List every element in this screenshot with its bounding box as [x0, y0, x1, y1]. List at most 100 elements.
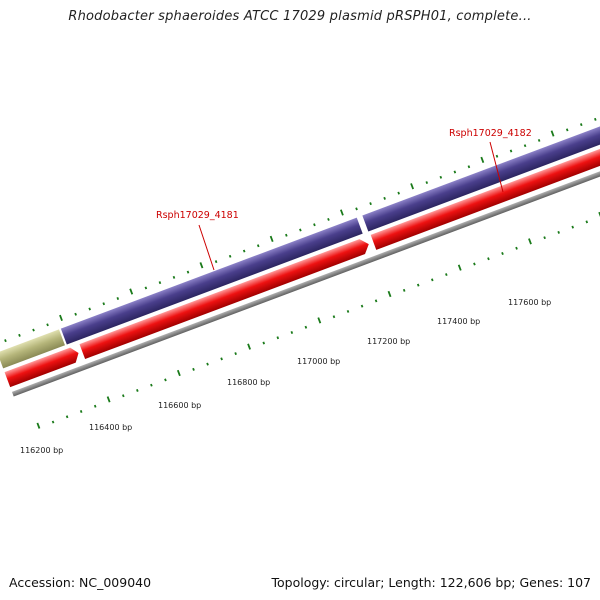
bp-label: 117200 bp	[367, 337, 410, 346]
minor-tick	[543, 236, 546, 240]
minor-tick	[285, 233, 288, 237]
minor-tick	[383, 196, 386, 200]
major-tick	[598, 211, 600, 219]
minor-tick	[150, 383, 153, 387]
minor-tick	[304, 325, 308, 329]
major-tick	[387, 290, 392, 298]
minor-tick	[122, 394, 125, 398]
gene-olive	[0, 329, 65, 369]
minor-tick	[537, 138, 541, 142]
major-tick	[410, 183, 415, 190]
minor-tick	[214, 260, 218, 264]
map-title: Rhodobacter sphaeroides ATCC 17029 plasm…	[68, 9, 532, 24]
minor-tick	[164, 378, 167, 382]
minor-tick	[501, 252, 504, 255]
major-tick	[129, 288, 134, 295]
minor-tick	[467, 165, 471, 169]
minor-tick	[515, 246, 518, 250]
major-tick	[269, 235, 274, 243]
gene-rsph17029-4182[interactable]	[362, 120, 600, 232]
gene-label-rsph17029-4181[interactable]: Rsph17029_4181	[156, 210, 239, 221]
major-tick	[317, 317, 322, 324]
bp-label: 116800 bp	[227, 378, 270, 387]
major-tick	[339, 209, 344, 216]
minor-tick	[509, 149, 513, 153]
backbone	[11, 160, 600, 397]
major-tick	[247, 343, 251, 350]
minor-tick	[206, 362, 209, 366]
minor-tick	[79, 410, 83, 414]
minor-tick	[102, 302, 106, 306]
genome-summary-text: Topology: circular; Length: 122,606 bp; …	[271, 575, 592, 590]
minor-tick	[346, 309, 350, 313]
minor-tick	[327, 217, 330, 221]
major-tick	[550, 130, 555, 137]
bp-label: 116600 bp	[158, 401, 201, 410]
minor-tick	[172, 275, 176, 279]
minor-tick	[242, 249, 246, 253]
minor-tick	[220, 357, 223, 361]
major-tick	[36, 422, 41, 429]
major-tick	[59, 314, 63, 322]
inner-ticks	[36, 211, 600, 429]
bp-label: 117000 bp	[297, 357, 340, 366]
bp-label: 117600 bp	[508, 298, 551, 307]
minor-tick	[158, 281, 162, 285]
minor-tick	[445, 273, 448, 277]
minor-tick	[495, 154, 499, 158]
minor-tick	[487, 257, 490, 261]
minor-tick	[473, 262, 476, 266]
minor-tick	[65, 415, 69, 419]
minor-tick	[313, 223, 316, 227]
minor-tick	[51, 420, 55, 424]
gene-red-middle	[79, 239, 369, 360]
minor-tick	[430, 278, 434, 282]
minor-tick	[332, 315, 336, 319]
minor-tick	[523, 144, 527, 148]
minor-tick	[360, 304, 364, 308]
minor-tick	[571, 225, 575, 229]
minor-tick	[374, 299, 378, 303]
minor-tick	[256, 244, 260, 248]
major-tick	[106, 396, 111, 403]
minor-tick	[74, 312, 77, 316]
bp-label: 117400 bp	[437, 317, 480, 326]
minor-tick	[186, 270, 190, 274]
minor-tick	[18, 333, 21, 337]
major-tick	[199, 262, 204, 269]
minor-tick	[192, 367, 195, 371]
minor-tick	[402, 288, 406, 292]
minor-tick	[4, 339, 7, 343]
outer-ticks	[4, 117, 597, 343]
minor-tick	[453, 170, 457, 174]
minor-tick	[585, 220, 589, 224]
minor-tick	[565, 128, 569, 132]
minor-tick	[88, 307, 91, 311]
minor-tick	[425, 181, 429, 185]
gene-label-rsph17029-4182[interactable]: Rsph17029_4182	[449, 128, 532, 139]
minor-tick	[579, 123, 583, 127]
minor-tick	[234, 352, 237, 356]
bp-label: 116200 bp	[20, 446, 63, 455]
accession-text: Accession: NC_009040	[9, 575, 152, 590]
major-tick	[480, 156, 485, 163]
minor-tick	[144, 286, 148, 290]
major-tick	[457, 264, 462, 271]
pointer-line-4181	[198, 224, 215, 271]
gene-rsph17029-4181[interactable]	[60, 217, 363, 345]
minor-tick	[136, 388, 139, 392]
minor-tick	[262, 341, 266, 345]
minor-tick	[299, 228, 302, 232]
minor-tick	[290, 331, 294, 334]
minor-tick	[594, 117, 597, 121]
minor-tick	[416, 283, 420, 287]
pointer-line-4182	[489, 141, 504, 193]
minor-tick	[276, 336, 280, 340]
minor-tick	[397, 191, 400, 195]
minor-tick	[116, 296, 120, 300]
gene-red-right	[370, 140, 600, 250]
minor-tick	[228, 254, 232, 258]
minor-tick	[557, 230, 560, 234]
minor-tick	[369, 202, 372, 206]
